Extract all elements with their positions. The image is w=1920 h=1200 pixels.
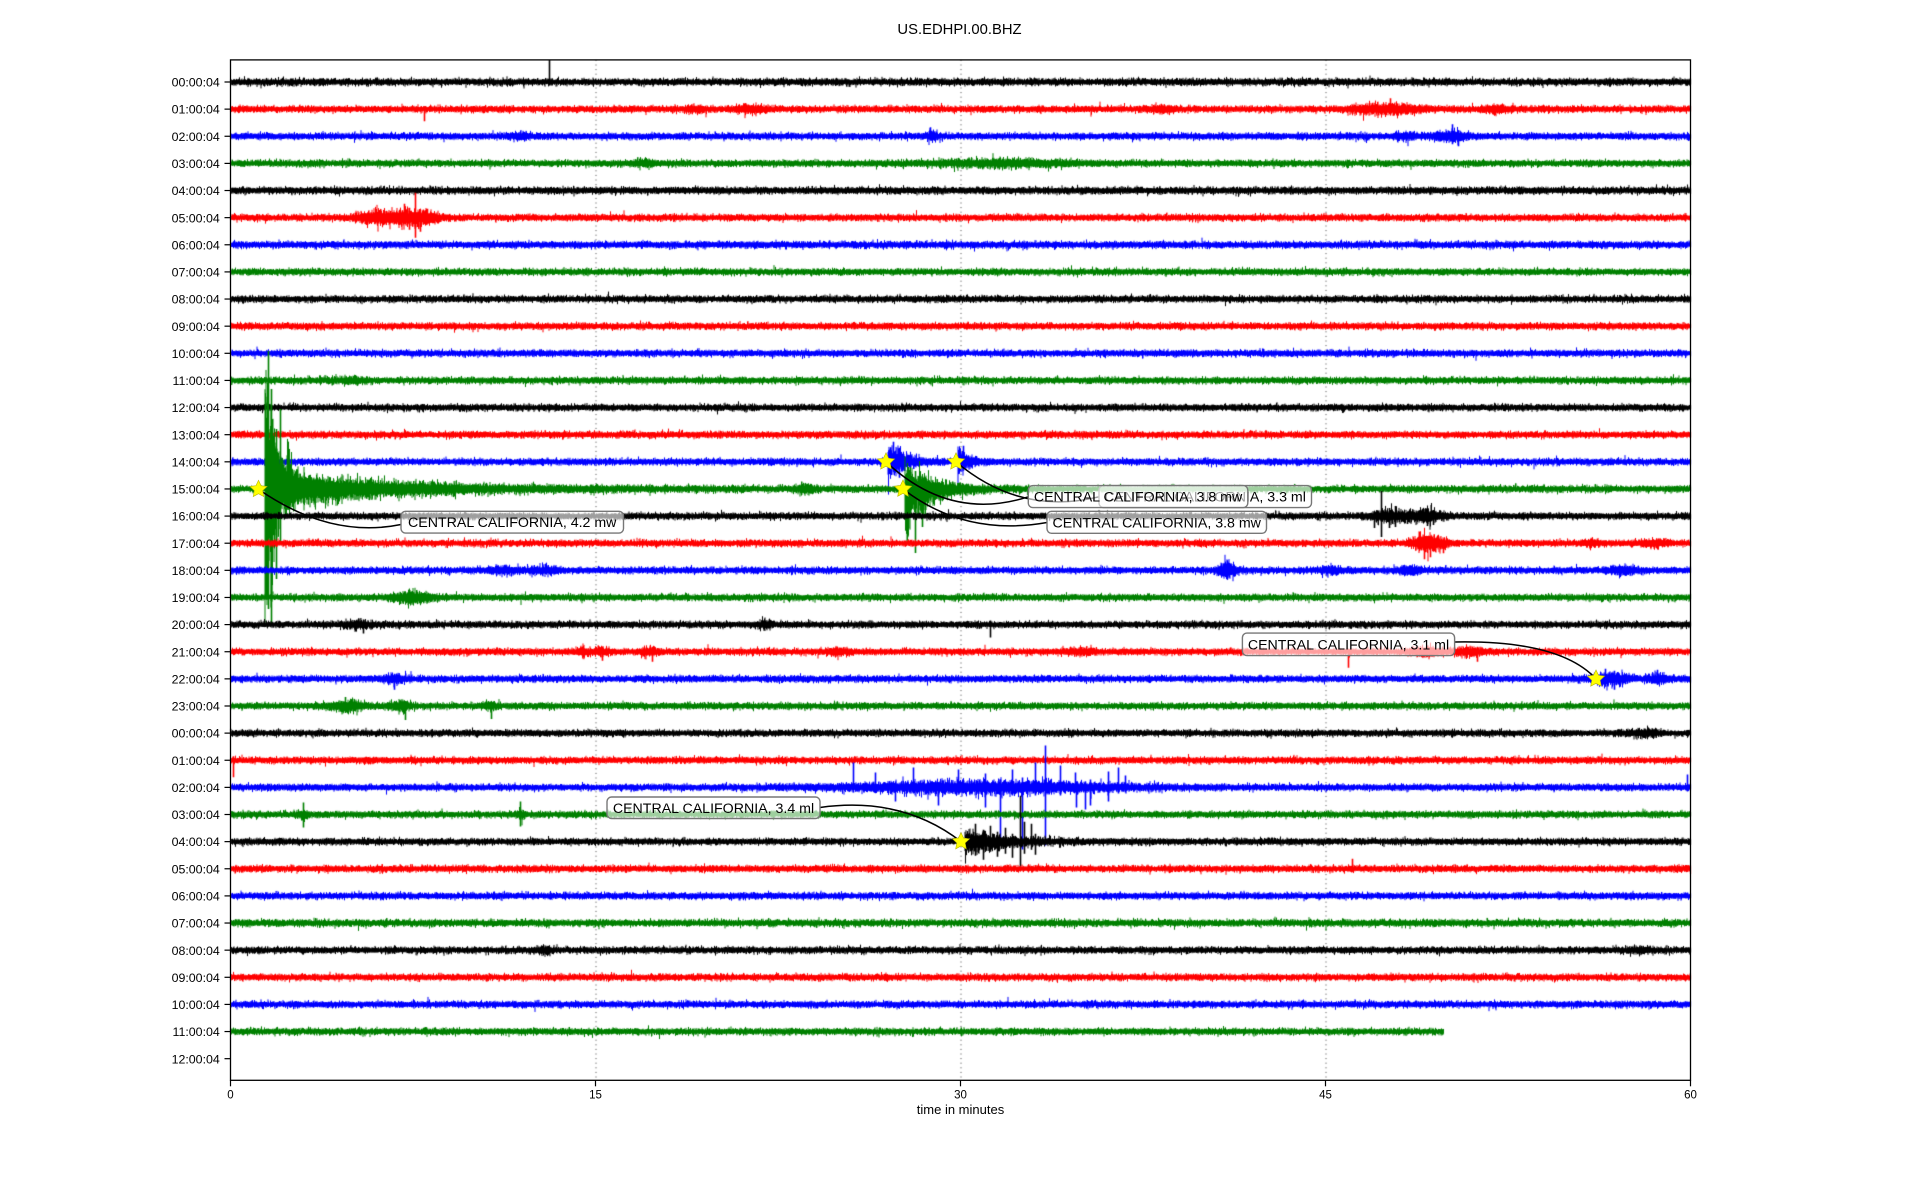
svg-text:13:00:04: 13:00:04 <box>172 428 220 442</box>
svg-text:11:00:04: 11:00:04 <box>172 1025 219 1039</box>
svg-text:15: 15 <box>589 1090 602 1102</box>
svg-text:08:00:04: 08:00:04 <box>172 293 220 307</box>
svg-text:0: 0 <box>227 1090 233 1102</box>
svg-text:18:00:04: 18:00:04 <box>172 564 220 578</box>
svg-text:CENTRAL CALIFORNIA, 3.4 ml: CENTRAL CALIFORNIA, 3.4 ml <box>613 801 814 817</box>
svg-text:CENTRAL CALIFORNIA, 3.1 ml: CENTRAL CALIFORNIA, 3.1 ml <box>1248 637 1449 653</box>
svg-text:12:00:04: 12:00:04 <box>172 401 220 415</box>
svg-text:45: 45 <box>1319 1090 1332 1102</box>
svg-text:08:00:04: 08:00:04 <box>172 944 220 958</box>
svg-text:22:00:04: 22:00:04 <box>172 672 220 686</box>
svg-text:20:00:04: 20:00:04 <box>172 618 220 632</box>
svg-text:16:00:04: 16:00:04 <box>172 510 220 524</box>
svg-text:05:00:04: 05:00:04 <box>172 862 220 876</box>
svg-text:06:00:04: 06:00:04 <box>172 890 220 904</box>
svg-text:21:00:04: 21:00:04 <box>172 645 220 659</box>
svg-text:02:00:04: 02:00:04 <box>172 130 220 144</box>
svg-text:02:00:04: 02:00:04 <box>172 781 220 795</box>
svg-text:10:00:04: 10:00:04 <box>172 998 220 1012</box>
svg-text:14:00:04: 14:00:04 <box>172 455 220 469</box>
svg-text:05:00:04: 05:00:04 <box>172 211 220 225</box>
svg-text:00:00:04: 00:00:04 <box>172 76 220 90</box>
svg-text:CENTRAL CALIFORNIA, 3.8 mw: CENTRAL CALIFORNIA, 3.8 mw <box>1034 490 1243 506</box>
svg-text:00:00:04: 00:00:04 <box>172 727 220 741</box>
svg-text:04:00:04: 04:00:04 <box>172 184 220 198</box>
svg-text:03:00:04: 03:00:04 <box>172 808 220 822</box>
svg-text:23:00:04: 23:00:04 <box>172 700 220 714</box>
svg-text:time in minutes: time in minutes <box>917 1102 1005 1117</box>
svg-text:09:00:04: 09:00:04 <box>172 971 220 985</box>
svg-text:06:00:04: 06:00:04 <box>172 238 220 252</box>
svg-text:US.EDHPI.00.BHZ: US.EDHPI.00.BHZ <box>897 22 1021 38</box>
svg-text:07:00:04: 07:00:04 <box>172 266 220 280</box>
svg-text:11:00:04: 11:00:04 <box>172 374 219 388</box>
svg-text:CENTRAL CALIFORNIA, 3.8 mw: CENTRAL CALIFORNIA, 3.8 mw <box>1053 515 1262 531</box>
svg-text:01:00:04: 01:00:04 <box>172 103 220 117</box>
svg-text:10:00:04: 10:00:04 <box>172 347 220 361</box>
svg-text:17:00:04: 17:00:04 <box>172 537 220 551</box>
svg-text:07:00:04: 07:00:04 <box>172 917 220 931</box>
svg-text:19:00:04: 19:00:04 <box>172 591 220 605</box>
svg-text:CENTRAL CALIFORNIA, 4.2 mw: CENTRAL CALIFORNIA, 4.2 mw <box>408 515 617 531</box>
svg-text:60: 60 <box>1684 1090 1697 1102</box>
svg-text:15:00:04: 15:00:04 <box>172 483 220 497</box>
svg-text:12:00:04: 12:00:04 <box>172 1052 220 1066</box>
svg-text:30: 30 <box>954 1090 967 1102</box>
svg-text:09:00:04: 09:00:04 <box>172 320 220 334</box>
svg-text:04:00:04: 04:00:04 <box>172 835 220 849</box>
svg-text:01:00:04: 01:00:04 <box>172 754 220 768</box>
svg-text:03:00:04: 03:00:04 <box>172 157 220 171</box>
